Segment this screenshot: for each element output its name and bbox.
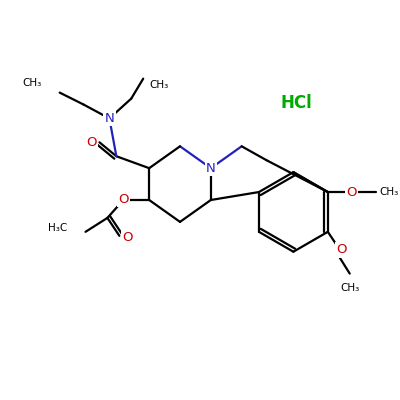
Text: O: O bbox=[346, 186, 357, 198]
Text: O: O bbox=[118, 192, 128, 206]
Text: CH₃: CH₃ bbox=[380, 187, 399, 197]
Text: O: O bbox=[336, 243, 347, 256]
Text: N: N bbox=[104, 112, 114, 125]
Text: CH₃: CH₃ bbox=[340, 282, 359, 292]
Text: N: N bbox=[206, 162, 216, 175]
Text: HCl: HCl bbox=[280, 94, 312, 112]
Text: O: O bbox=[86, 136, 97, 149]
Text: O: O bbox=[122, 231, 132, 244]
Text: CH₃: CH₃ bbox=[22, 78, 42, 88]
Text: CH₃: CH₃ bbox=[149, 80, 168, 90]
Text: H₃C: H₃C bbox=[48, 223, 68, 233]
